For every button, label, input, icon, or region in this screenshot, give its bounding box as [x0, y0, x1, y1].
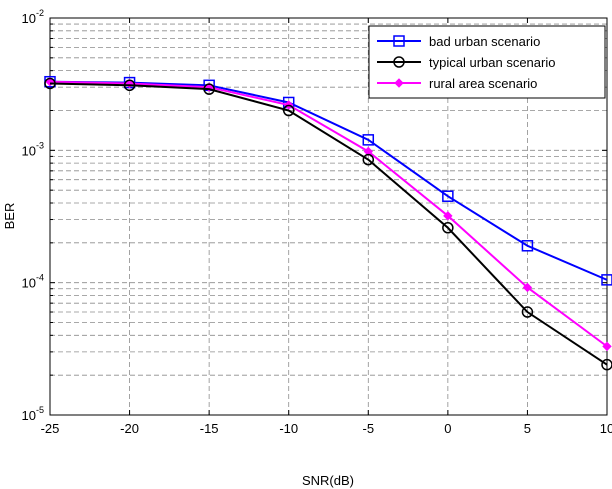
- x-tick-label: -10: [279, 421, 298, 436]
- y-tick-label: 10-5: [22, 405, 44, 423]
- y-tick-label: 10-3: [22, 140, 44, 158]
- data-point-circle: [442, 222, 454, 234]
- legend-marker-circle: [393, 56, 405, 68]
- y-tick-label: 10-4: [22, 273, 44, 291]
- data-point-square: [601, 274, 612, 286]
- y-tick-label: 10-2: [22, 8, 44, 26]
- data-point-diamond: [443, 211, 453, 221]
- x-tick-label: -20: [120, 421, 139, 436]
- legend: bad urban scenario typical urban scenario…: [368, 25, 606, 99]
- data-point-diamond: [522, 282, 533, 293]
- x-tick-label: -25: [41, 421, 60, 436]
- data-point-circle: [282, 104, 295, 117]
- x-axis-label: SNR(dB): [302, 473, 354, 488]
- legend-label: rural area scenario: [429, 76, 537, 91]
- data-point-circle: [362, 153, 375, 166]
- series-line-diamond: [49, 80, 608, 348]
- y-tick-exponent: -3: [36, 140, 44, 150]
- x-tick-label: -5: [363, 421, 375, 436]
- legend-label: bad urban scenario: [429, 34, 540, 49]
- data-point-circle: [203, 83, 215, 95]
- data-point-circle: [521, 306, 534, 318]
- y-tick-base: 10: [22, 408, 36, 423]
- y-tick-base: 10: [22, 11, 36, 26]
- data-point-square: [521, 240, 534, 252]
- data-point-circle: [601, 358, 612, 371]
- y-tick-exponent: -5: [36, 405, 44, 415]
- x-tick-label: 0: [444, 421, 451, 436]
- plot-frame: [49, 17, 608, 416]
- y-axis-label: BER: [2, 203, 17, 230]
- legend-marker-diamond: [394, 78, 404, 88]
- y-tick-exponent: -4: [36, 273, 44, 283]
- data-point-square: [442, 190, 454, 202]
- x-tick-label: 10: [600, 421, 612, 436]
- y-tick-exponent: -2: [36, 8, 44, 18]
- series-line-circle: [49, 82, 608, 366]
- y-tick-base: 10: [22, 276, 36, 291]
- series-layer: [44, 75, 612, 371]
- data-point-diamond: [602, 341, 612, 352]
- series-line-square: [49, 80, 608, 281]
- x-tick-label: -15: [200, 421, 219, 436]
- data-point-circle: [44, 77, 56, 90]
- legend-label: typical urban scenario: [429, 55, 555, 70]
- data-point-square: [362, 134, 375, 146]
- x-tick-label: 5: [524, 421, 531, 436]
- y-tick-base: 10: [22, 143, 36, 158]
- grid-lines: [50, 18, 607, 415]
- legend-marker-square: [393, 35, 405, 47]
- data-point-circle: [123, 79, 136, 92]
- data-point-diamond: [363, 146, 373, 157]
